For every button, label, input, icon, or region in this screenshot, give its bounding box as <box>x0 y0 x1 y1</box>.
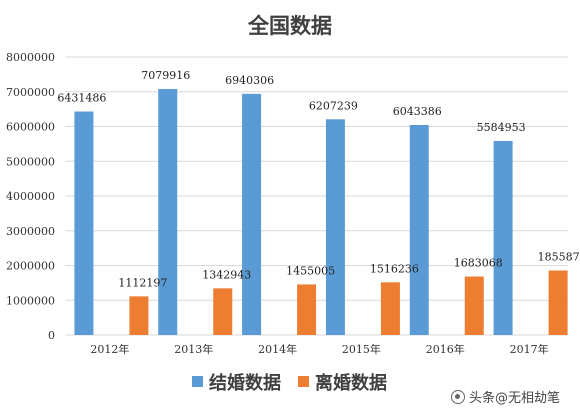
data-label: 1855876 <box>538 251 580 264</box>
y-tick-label: 4000000 <box>6 190 55 203</box>
legend-label: 结婚数据 <box>209 372 281 394</box>
data-label: 6043386 <box>393 105 442 118</box>
bar-marriage <box>158 88 178 335</box>
gridlines <box>65 56 568 336</box>
data-labels: 6431486 1112197 7079916 1342943 6940306 14550… <box>57 69 580 289</box>
data-label: 6431486 <box>57 92 106 105</box>
chart-title: 全国数据 <box>247 14 332 38</box>
bars <box>74 88 568 335</box>
data-label: 7079916 <box>141 69 190 82</box>
legend-swatch <box>192 376 203 387</box>
data-label: 6940306 <box>225 74 274 87</box>
legend-swatch <box>298 376 309 387</box>
bar-marriage <box>242 93 262 335</box>
data-label: 1112197 <box>118 276 167 289</box>
bar-marriage <box>325 119 345 335</box>
data-label: 1516236 <box>370 262 419 275</box>
y-tick-label: 5000000 <box>6 155 55 168</box>
watermark: 头条@无相劫笔 <box>450 387 560 406</box>
x-tick-label: 2016年 <box>426 342 465 356</box>
y-tick-label: 6000000 <box>6 121 55 134</box>
data-label: 1683068 <box>454 257 503 270</box>
y-tick-label: 7000000 <box>6 86 55 99</box>
bar-divorce <box>380 282 400 335</box>
data-label: 1455005 <box>286 264 335 277</box>
bar-divorce <box>297 284 317 335</box>
data-label: 6207239 <box>309 99 358 112</box>
data-label: 5584953 <box>477 121 526 134</box>
x-tick-label: 2017年 <box>510 342 549 356</box>
legend-label: 离婚数据 <box>315 372 387 394</box>
bar-divorce <box>213 288 233 335</box>
bar-divorce <box>464 276 484 335</box>
y-tick-label: 2000000 <box>6 260 55 273</box>
bar-divorce <box>548 270 568 335</box>
bar-marriage <box>409 124 429 335</box>
y-tick-label: 8000000 <box>6 51 55 64</box>
x-axis-ticks: 2012年 2013年 2014年 2015年 2016年 2017年 <box>90 342 548 356</box>
data-label: 1342943 <box>202 268 251 281</box>
bar-marriage <box>74 111 94 335</box>
x-tick-label: 2015年 <box>342 342 381 356</box>
x-tick-label: 2012年 <box>90 342 129 356</box>
y-tick-label: 3000000 <box>6 225 55 238</box>
y-tick-label: 1000000 <box>6 294 55 307</box>
x-tick-label: 2014年 <box>258 342 297 356</box>
watermark-text: 头条@无相劫笔 <box>468 391 560 406</box>
bar-marriage <box>493 140 513 335</box>
toutiao-logo-icon <box>450 389 465 404</box>
legend: 结婚数据 离婚数据 <box>192 372 387 394</box>
bar-divorce <box>129 296 149 335</box>
y-axis-ticks: 0 1000000 2000000 3000000 4000000 5000000 6000… <box>6 51 55 342</box>
y-tick-label: 0 <box>48 329 55 342</box>
x-tick-label: 2013年 <box>174 342 213 356</box>
